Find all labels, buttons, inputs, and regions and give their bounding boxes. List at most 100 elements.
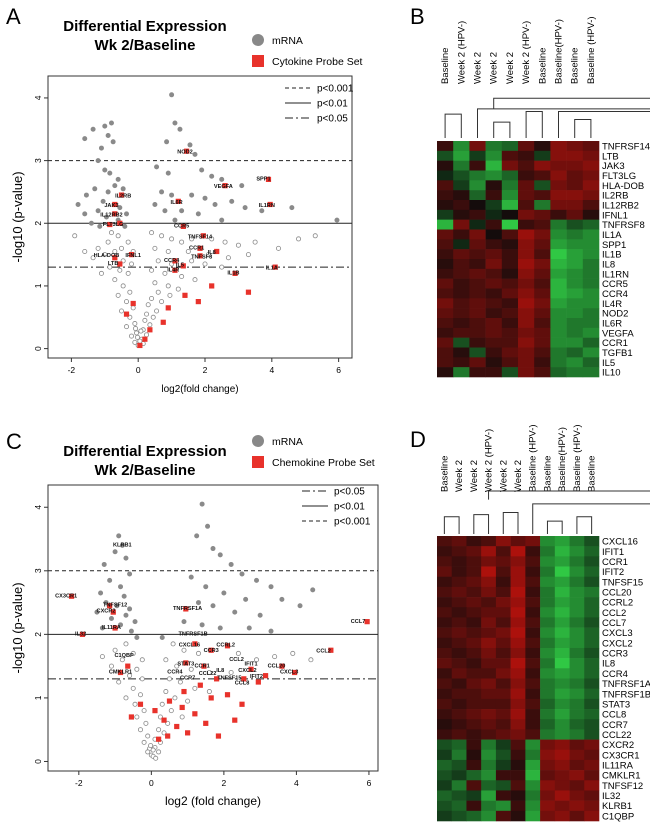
heatmap-row-label: IL8 bbox=[602, 259, 615, 270]
mrna-point bbox=[225, 255, 231, 261]
heatmap-cell bbox=[584, 688, 600, 700]
probe-point bbox=[112, 211, 118, 217]
mrna-point bbox=[95, 158, 101, 164]
heatmap-cell bbox=[566, 239, 584, 250]
heatmap-cell bbox=[501, 150, 519, 161]
heatmap-row-label: STAT3 bbox=[602, 699, 630, 710]
heatmap-cell bbox=[518, 249, 535, 260]
heatmap-cell bbox=[437, 658, 453, 669]
heatmap-cell bbox=[534, 180, 551, 191]
mrna-point bbox=[124, 211, 130, 217]
heatmap-cell bbox=[451, 709, 467, 720]
heatmap-cell bbox=[582, 209, 600, 220]
mrna-point bbox=[138, 328, 144, 334]
mrna-point bbox=[139, 657, 145, 663]
heatmap-cell bbox=[495, 719, 511, 730]
probe-point bbox=[117, 261, 123, 267]
point-label: CXCL16 bbox=[179, 642, 200, 648]
heatmap-cell bbox=[525, 698, 541, 710]
heatmap-row-label: TNFRSF1B bbox=[602, 689, 650, 700]
mrna-point bbox=[189, 192, 195, 198]
heatmap-cell bbox=[534, 259, 551, 270]
heatmap-cell bbox=[525, 586, 541, 598]
mrna-point bbox=[133, 326, 139, 332]
heatmap-cell bbox=[495, 536, 511, 547]
heatmap-cell bbox=[569, 790, 585, 801]
heatmap-cell bbox=[495, 586, 511, 598]
heatmap-row-label: CCL20 bbox=[602, 587, 632, 598]
heatmap-cell bbox=[540, 627, 556, 639]
legend-marker-circle bbox=[252, 435, 264, 447]
heatmap-cell bbox=[501, 239, 519, 250]
x-tick-label: 2 bbox=[203, 365, 208, 375]
heatmap-cell bbox=[437, 180, 454, 191]
mrna-point bbox=[135, 334, 141, 340]
heatmap-cell bbox=[481, 607, 497, 618]
heatmap-cell bbox=[554, 566, 570, 578]
heatmap-cell bbox=[550, 160, 567, 171]
mrna-point bbox=[149, 295, 155, 301]
heatmap-cell bbox=[510, 698, 526, 710]
heatmap-cell bbox=[540, 658, 556, 669]
probe-point bbox=[197, 253, 203, 259]
heatmap-cell bbox=[466, 678, 482, 689]
heatmap-cell bbox=[466, 546, 482, 557]
heatmap-cell bbox=[540, 739, 556, 751]
heatmap-cell bbox=[485, 190, 503, 201]
heatmap-row-label: CXCR2 bbox=[602, 740, 634, 751]
mrna-point bbox=[117, 267, 123, 273]
probe-point bbox=[172, 267, 178, 273]
heatmap-cell bbox=[501, 259, 519, 270]
mrna-point bbox=[127, 673, 133, 679]
x-axis-label: log2(fold change) bbox=[161, 384, 238, 395]
y-tick-label: 1 bbox=[33, 283, 43, 288]
mrna-point bbox=[134, 714, 140, 720]
heatmap-cell bbox=[466, 627, 482, 639]
heatmap-cell bbox=[469, 259, 486, 270]
point-label: TNFSF12 bbox=[103, 602, 127, 608]
heatmap-row-label: IL6R bbox=[602, 318, 622, 329]
heatmap-cell bbox=[550, 141, 567, 152]
probe-point bbox=[180, 223, 186, 229]
heatmap-cell bbox=[481, 586, 497, 598]
mrna-point bbox=[150, 314, 156, 320]
heatmap-row-label: NOD2 bbox=[602, 309, 628, 320]
heatmap-cell bbox=[481, 800, 497, 812]
heatmap-cell bbox=[466, 688, 482, 700]
heatmap-cell bbox=[437, 637, 453, 649]
heatmap-cell bbox=[481, 719, 497, 730]
mrna-point bbox=[209, 236, 215, 242]
probe-point bbox=[165, 733, 171, 739]
mrna-point bbox=[154, 308, 160, 314]
heatmap-cell bbox=[540, 546, 556, 557]
dendrogram-branch bbox=[477, 108, 650, 138]
mrna-point bbox=[95, 245, 101, 251]
y-tick-label: 2 bbox=[33, 221, 43, 226]
mrna-point bbox=[144, 332, 150, 338]
mrna-point bbox=[83, 192, 89, 198]
probe-point bbox=[215, 733, 222, 739]
dendrogram-branch bbox=[473, 514, 490, 534]
legend-marker-square bbox=[252, 456, 264, 468]
heatmap-cell bbox=[584, 546, 600, 557]
y-tick-label: 0 bbox=[33, 346, 43, 351]
mrna-point bbox=[232, 609, 238, 615]
heatmap-cell bbox=[550, 190, 567, 201]
heatmap-cell bbox=[554, 810, 570, 822]
heatmap-cell bbox=[451, 698, 467, 710]
point-label: HLA-DOB bbox=[94, 253, 120, 259]
heatmap-cell bbox=[501, 278, 519, 289]
mrna-point bbox=[195, 650, 201, 656]
mrna-point bbox=[107, 170, 113, 176]
heatmap-cell bbox=[466, 576, 482, 588]
mrna-point bbox=[129, 333, 135, 339]
heatmap-row-label: CCR7 bbox=[602, 720, 628, 731]
heatmap-cell bbox=[469, 288, 486, 299]
probe-point bbox=[110, 609, 116, 615]
mrna-point bbox=[166, 676, 172, 682]
heatmap-cell bbox=[453, 249, 470, 260]
heatmap-cell bbox=[510, 576, 526, 588]
mrna-point bbox=[94, 609, 100, 615]
heatmap-cell bbox=[584, 617, 600, 628]
heatmap-cell bbox=[453, 259, 470, 270]
